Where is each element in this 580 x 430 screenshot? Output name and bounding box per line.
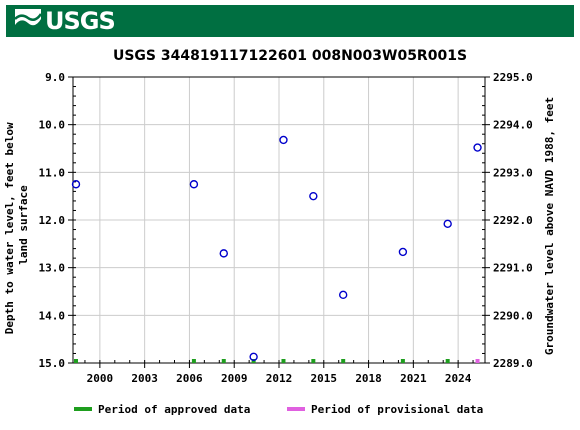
y-tick-label-right: 2294.0 [493, 119, 533, 132]
data-point[interactable] [309, 191, 318, 201]
approved-mark [191, 359, 196, 363]
data-point[interactable] [443, 219, 452, 229]
data-point[interactable] [398, 247, 408, 257]
y-axis-left: 9.0 10.0 11.0 12.0 13.0 14.0 15.0 [39, 71, 76, 370]
usgs-logo-text: USGS [45, 7, 116, 35]
y-tick-label-right: 2293.0 [493, 166, 533, 179]
y-label-left-line2: land surface [17, 185, 30, 265]
data-points [71, 135, 482, 362]
x-tick-label: 2021 [400, 372, 427, 385]
y-tick-label-left: 11.0 [39, 166, 66, 179]
legend: Period of approved data Period of provisi… [74, 403, 483, 416]
x-tick-label: 2009 [221, 372, 248, 385]
legend-label: Period of approved data [98, 403, 250, 416]
data-point[interactable] [473, 143, 482, 152]
y-axis-right: 2295.0 2294.0 2293.0 2292.0 2291.0 2290.0 2289… [482, 71, 533, 370]
y-tick-label-left: 9.0 [45, 71, 65, 84]
approved-mark [445, 359, 450, 363]
y-tick-label-right: 2292.0 [493, 214, 533, 227]
x-tick-label: 2024 [445, 372, 472, 385]
grid [73, 77, 485, 363]
data-point[interactable] [338, 290, 348, 300]
y-tick-label-right: 2291.0 [493, 262, 533, 275]
approved-mark [281, 359, 286, 363]
x-tick-label: 2015 [311, 372, 338, 385]
x-axis: 2000 2003 2006 2009 2012 2015 2018 2021 2024 [84, 360, 474, 385]
data-period-marks [73, 359, 480, 363]
data-point[interactable] [249, 352, 258, 362]
x-tick-label: 2003 [131, 372, 158, 385]
data-point[interactable] [219, 249, 228, 258]
x-tick-label: 2018 [355, 372, 382, 385]
approved-mark [311, 359, 316, 363]
data-point[interactable] [279, 135, 288, 145]
x-tick-label: 2000 [87, 372, 114, 385]
y-tick-label-left: 12.0 [39, 214, 66, 227]
y-tick-label-right: 2289.0 [493, 357, 533, 370]
data-point[interactable] [71, 180, 81, 189]
approved-mark [400, 359, 405, 363]
chart-title: USGS 344819117122601 008N003W05R001S [113, 48, 467, 64]
y-label-left: Depth to water level, feet below land su… [3, 116, 30, 335]
usgs-banner: USGS [6, 5, 574, 37]
legend-label: Period of provisional data [311, 403, 483, 416]
x-tick-label: 2012 [266, 372, 293, 385]
y-tick-label-right: 2295.0 [493, 71, 533, 84]
approved-mark [221, 359, 226, 363]
approved-mark [73, 359, 78, 363]
provisional-mark [475, 359, 480, 363]
approved-mark [341, 359, 346, 363]
y-tick-label-left: 10.0 [39, 119, 66, 132]
y-tick-label-left: 13.0 [39, 262, 66, 275]
x-tick-label: 2006 [176, 372, 203, 385]
y-tick-label-left: 14.0 [39, 309, 66, 322]
y-label-right: Groundwater level above NAVD 1988, feet [543, 97, 556, 355]
y-label-left-line1: Depth to water level, feet below [3, 122, 16, 334]
usgs-wave-icon [15, 9, 41, 33]
data-point[interactable] [189, 180, 199, 189]
y-tick-label-left: 15.0 [39, 357, 66, 370]
usgs-logo[interactable]: USGS [15, 7, 116, 35]
y-tick-label-right: 2290.0 [493, 309, 533, 322]
